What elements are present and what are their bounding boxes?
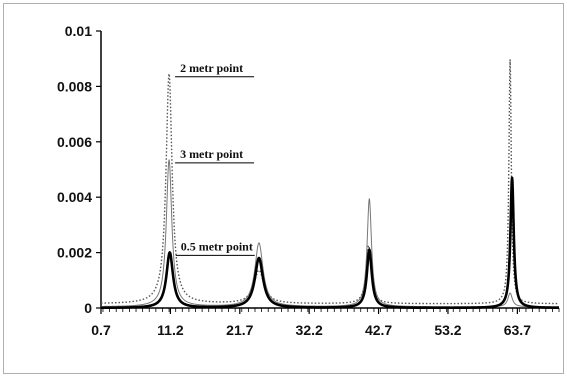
series-line-thin	[100, 159, 560, 308]
y-tick-label: 0.004	[57, 189, 92, 205]
x-tick-label: 21.7	[226, 322, 253, 338]
x-tick-label: 42.7	[365, 322, 392, 338]
series-line-thick	[100, 176, 560, 310]
series-line-dotted	[100, 59, 560, 305]
annotation-label: 3 metr point	[180, 147, 243, 161]
annotation-label: 2 metr point	[180, 61, 243, 75]
y-tick-label: 0	[84, 300, 92, 316]
chart-frame: 0 0.002 0.004 0.006 0.008 0.01 0.7 11.2 21.7 32.2…	[3, 3, 564, 374]
y-tick-label: 0.006	[57, 134, 92, 150]
x-tick-label: 53.2	[434, 322, 461, 338]
x-tick-label: 32.2	[296, 322, 323, 338]
y-tick-label: 0.008	[57, 78, 92, 94]
annotation-label: 0.5 metr point	[181, 239, 253, 253]
x-tick-label: 0.7	[91, 322, 111, 338]
line-chart: 0 0.002 0.004 0.006 0.008 0.01 0.7 11.2 21.7 32.2…	[57, 23, 560, 338]
y-tick-label: 0.002	[57, 245, 92, 261]
x-tick-label: 63.7	[504, 322, 531, 338]
x-tick-label: 11.2	[157, 322, 184, 338]
y-tick-label: 0.01	[65, 23, 92, 39]
